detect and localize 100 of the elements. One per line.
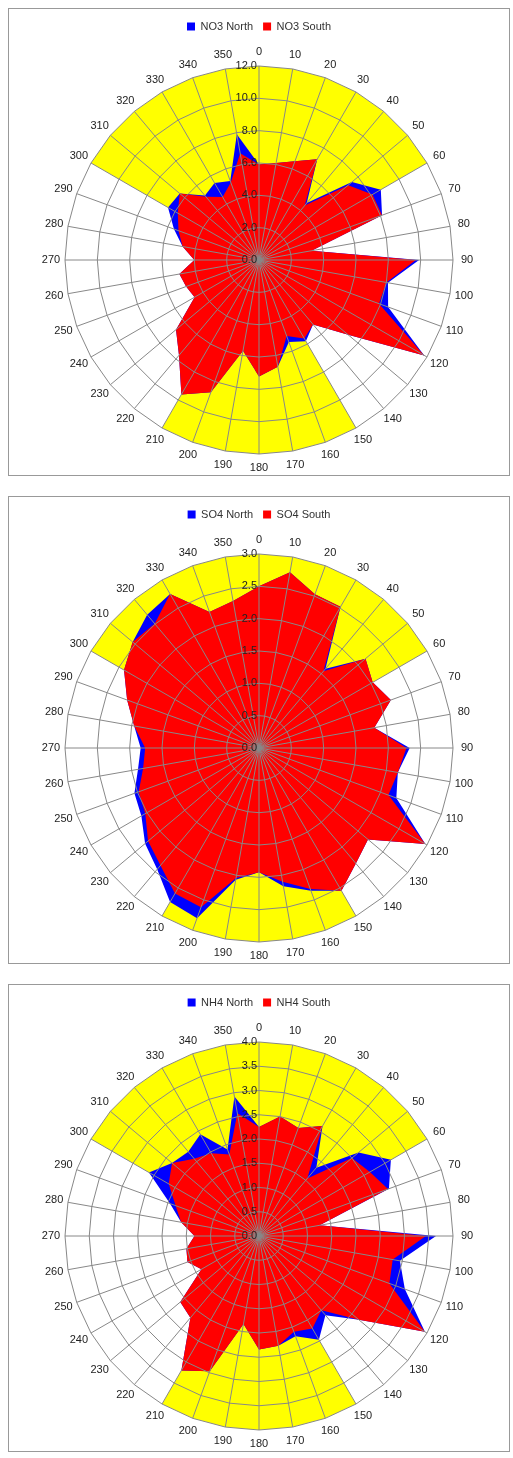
spoke-label: 240 <box>69 845 89 858</box>
spoke-label: 350 <box>213 1024 233 1037</box>
y-tick-label: 0.0 <box>241 1229 257 1242</box>
spoke-label: 50 <box>412 1095 425 1108</box>
y-tick-label: 0.0 <box>241 253 257 266</box>
spoke-label: 40 <box>386 581 399 594</box>
spoke-label: 60 <box>433 1125 446 1138</box>
spoke-label: 150 <box>353 433 373 446</box>
y-tick-label: 2.5 <box>241 579 257 592</box>
spoke-label: 160 <box>320 936 340 949</box>
spoke-label: 100 <box>454 777 474 790</box>
y-tick-label: 4.0 <box>241 188 257 201</box>
spoke-label: 180 <box>249 1437 269 1450</box>
y-tick-label: 3.0 <box>241 1083 257 1096</box>
spoke-label: 300 <box>69 149 89 162</box>
spoke-label: 40 <box>386 1069 399 1082</box>
spoke-label: 0 <box>255 45 263 58</box>
legend-label: SO4 South <box>276 507 331 520</box>
spoke-label: 200 <box>178 1424 198 1437</box>
spoke-label: 160 <box>320 1424 340 1437</box>
spoke-label: 320 <box>116 93 135 106</box>
y-tick-label: 10.0 <box>235 91 257 104</box>
spoke-label: 330 <box>145 72 165 85</box>
spoke-label: 60 <box>433 637 446 650</box>
y-tick-label: 1.0 <box>241 1180 257 1193</box>
spoke-label: 80 <box>457 1192 470 1205</box>
spoke-label: 10 <box>288 1024 302 1037</box>
spoke-label: 110 <box>445 324 464 337</box>
spoke-label: 130 <box>409 386 428 399</box>
spoke-label: 230 <box>90 874 109 887</box>
spoke-label: 70 <box>448 669 461 682</box>
spoke-label: 120 <box>429 357 449 370</box>
spoke-label: 20 <box>324 1033 337 1046</box>
spoke-label: 40 <box>386 93 399 106</box>
y-tick-label: 1.5 <box>241 1156 257 1169</box>
spoke-label: 230 <box>90 1362 109 1375</box>
y-tick-label: 0.0 <box>241 741 257 754</box>
spoke-label: 300 <box>69 637 89 650</box>
spoke-label: 210 <box>145 1409 165 1422</box>
y-tick-label: 3.5 <box>241 1059 257 1072</box>
spoke-label: 260 <box>44 1265 64 1278</box>
spoke-label: 10 <box>288 48 302 61</box>
spoke-label: 70 <box>448 181 461 194</box>
spoke-label: 10 <box>288 536 302 549</box>
spoke-label: 340 <box>178 57 198 70</box>
spoke-label: 350 <box>213 536 233 549</box>
spoke-label: 310 <box>90 119 109 132</box>
spoke-label: 100 <box>454 289 474 302</box>
spoke-label: 230 <box>90 386 109 399</box>
spoke-label: 20 <box>324 57 337 70</box>
spoke-label: 240 <box>69 357 89 370</box>
spoke-label: 90 <box>460 741 474 754</box>
spoke-label: 150 <box>353 1409 373 1422</box>
spoke-label: 170 <box>285 945 305 958</box>
spoke-label: 240 <box>69 1333 89 1346</box>
spoke-label: 270 <box>41 1229 61 1242</box>
y-tick-label: 2.0 <box>241 1132 257 1145</box>
spoke-label: 290 <box>54 669 73 682</box>
legend-label: NH4 North <box>201 995 254 1008</box>
spoke-label: 220 <box>116 412 135 425</box>
legend-label: NO3 South <box>276 19 331 32</box>
spoke-label: 80 <box>457 216 470 229</box>
spoke-label: 190 <box>213 457 233 470</box>
spoke-label: 260 <box>44 777 64 790</box>
spoke-label: 110 <box>445 1300 464 1313</box>
y-tick-label: 0.5 <box>241 708 257 721</box>
spoke-label: 270 <box>41 253 61 266</box>
spoke-label: 180 <box>249 949 269 962</box>
y-tick-label: 2.0 <box>241 611 257 624</box>
spoke-label: 60 <box>433 149 446 162</box>
spoke-label: 200 <box>178 448 198 461</box>
spoke-label: 0 <box>255 533 263 546</box>
spoke-label: 210 <box>145 433 165 446</box>
spoke-label: 350 <box>213 48 233 61</box>
spoke-label: 270 <box>41 741 61 754</box>
legend-label: NO3 North <box>200 19 254 32</box>
spoke-label: 290 <box>54 181 73 194</box>
spoke-label: 130 <box>409 874 428 887</box>
spoke-label: 330 <box>145 1048 165 1061</box>
spoke-label: 150 <box>353 921 373 934</box>
y-tick-label: 1.0 <box>241 676 257 689</box>
spoke-label: 220 <box>116 900 135 913</box>
spoke-label: 280 <box>44 704 64 717</box>
spoke-label: 0 <box>255 1021 263 1034</box>
spoke-label: 120 <box>429 1333 449 1346</box>
spoke-label: 30 <box>356 1048 370 1061</box>
spoke-label: 160 <box>320 448 340 461</box>
y-tick-label: 0.5 <box>241 1204 257 1217</box>
spoke-label: 210 <box>145 921 165 934</box>
spoke-label: 260 <box>44 289 64 302</box>
spoke-label: 320 <box>116 1069 135 1082</box>
spoke-label: 330 <box>145 560 165 573</box>
spoke-label: 200 <box>178 936 198 949</box>
spoke-label: 340 <box>178 1033 198 1046</box>
spoke-label: 20 <box>324 545 337 558</box>
spoke-label: 170 <box>285 1433 305 1446</box>
spoke-label: 30 <box>356 560 370 573</box>
spoke-label: 50 <box>412 607 425 620</box>
spoke-label: 80 <box>457 704 470 717</box>
spoke-label: 290 <box>54 1157 73 1170</box>
